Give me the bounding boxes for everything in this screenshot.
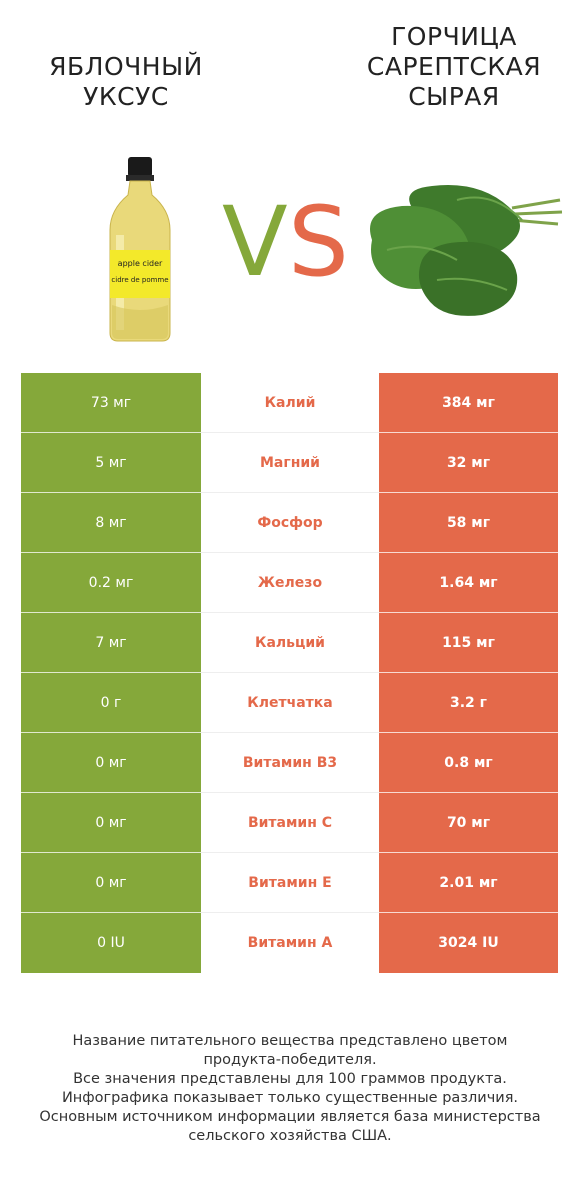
left-value-cell: 8 мг (21, 493, 201, 553)
right-value-cell: 384 мг (379, 373, 558, 433)
footer-line: продукта-победителя. (203, 1052, 377, 1068)
nutrient-name-cell: Фосфор (201, 493, 379, 553)
nutrient-name-cell: Железо (201, 553, 379, 613)
right-value-cell: 3024 IU (379, 913, 558, 973)
bottle-label-line2: cidre de pomme (111, 276, 168, 284)
right-value-cell: 70 мг (379, 793, 558, 853)
table-row: 0.2 мг Железо 1.64 мг (21, 553, 558, 613)
left-value-cell: 0 мг (21, 793, 201, 853)
right-value-cell: 0.8 мг (379, 733, 558, 793)
table-row: 0 мг Витамин B3 0.8 мг (21, 733, 558, 793)
footer-line: Инфографика показывает только существенн… (61, 1090, 519, 1106)
nutrient-name-cell: Кальций (201, 613, 379, 673)
table-row: 0 мг Витамин E 2.01 мг (21, 853, 558, 913)
right-value-cell: 115 мг (379, 613, 558, 673)
left-value-cell: 0 мг (21, 853, 201, 913)
right-value-cell: 2.01 мг (379, 853, 558, 913)
table-row: 0 мг Витамин C 70 мг (21, 793, 558, 853)
nutrient-name-cell: Клетчатка (201, 673, 379, 733)
table-row: 8 мг Фосфор 58 мг (21, 493, 558, 553)
left-value-cell: 0.2 мг (21, 553, 201, 613)
table-row: 73 мг Калий 384 мг (21, 373, 558, 433)
versus-v: V (222, 186, 288, 298)
right-product-title: ГОРЧИЦА САРЕПТСКАЯ СЫРАЯ (366, 22, 542, 111)
right-value-cell: 1.64 мг (379, 553, 558, 613)
footer-line: Название питательного вещества представл… (72, 1033, 508, 1049)
left-value-cell: 0 мг (21, 733, 201, 793)
versus-label: V S (222, 192, 352, 292)
left-value-cell: 7 мг (21, 613, 201, 673)
left-product-title: ЯБЛОЧНЫЙ УКСУС (49, 52, 203, 111)
right-value-cell: 32 мг (379, 433, 558, 493)
left-value-cell: 0 г (21, 673, 201, 733)
apple-cider-vinegar-bottle-image: apple cider cidre de pomme (109, 157, 171, 342)
footer-notes: Название питательного вещества представл… (20, 1032, 560, 1146)
nutrient-name-cell: Калий (201, 373, 379, 433)
nutrient-comparison-table: 73 мг Калий 384 мг 5 мг Магний 32 мг 8 мг Фосфо… (21, 373, 558, 973)
nutrient-name-cell: Витамин B3 (201, 733, 379, 793)
nutrient-name-cell: Витамин E (201, 853, 379, 913)
table-row: 7 мг Кальций 115 мг (21, 613, 558, 673)
left-value-cell: 73 мг (21, 373, 201, 433)
versus-s: S (288, 186, 349, 298)
footer-line: сельского хозяйства США. (188, 1128, 392, 1144)
right-value-cell: 58 мг (379, 493, 558, 553)
mustard-greens-image (370, 185, 563, 316)
bottle-label-line1: apple cider (118, 259, 163, 268)
table-row: 0 г Клетчатка 3.2 г (21, 673, 558, 733)
footer-line: Все значения представлены для 100 граммо… (73, 1071, 507, 1087)
nutrient-name-cell: Магний (201, 433, 379, 493)
nutrient-name-cell: Витамин C (201, 793, 379, 853)
left-value-cell: 5 мг (21, 433, 201, 493)
footer-line: Основным источником информации является … (39, 1109, 541, 1125)
right-value-cell: 3.2 г (379, 673, 558, 733)
nutrient-name-cell: Витамин A (201, 913, 379, 973)
left-value-cell: 0 IU (21, 913, 201, 973)
table-row: 0 IU Витамин A 3024 IU (21, 913, 558, 973)
table-row: 5 мг Магний 32 мг (21, 433, 558, 493)
